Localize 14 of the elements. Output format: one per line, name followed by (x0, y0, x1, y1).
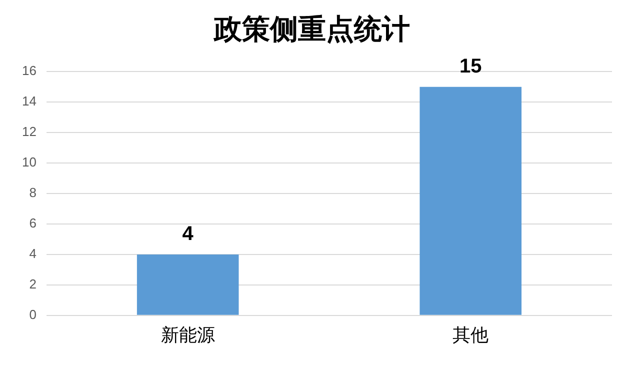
data-label: 15 (459, 55, 482, 78)
y-tick-label: 14 (22, 94, 36, 109)
chart-title: 政策侧重点统计 (213, 14, 410, 45)
x-tick-label: 新能源 (160, 325, 215, 346)
y-tick-label: 16 (22, 63, 36, 78)
y-tick-label: 6 (29, 216, 36, 231)
data-label: 4 (182, 222, 194, 245)
y-tick-label: 8 (29, 185, 36, 200)
y-tick-label: 0 (29, 306, 36, 322)
y-tick-label: 4 (29, 246, 36, 262)
y-tick-label: 10 (22, 154, 36, 170)
y-tick-label: 2 (29, 276, 36, 292)
x-tick-label: 其他 (452, 325, 489, 346)
y-tick-label: 12 (22, 124, 36, 140)
